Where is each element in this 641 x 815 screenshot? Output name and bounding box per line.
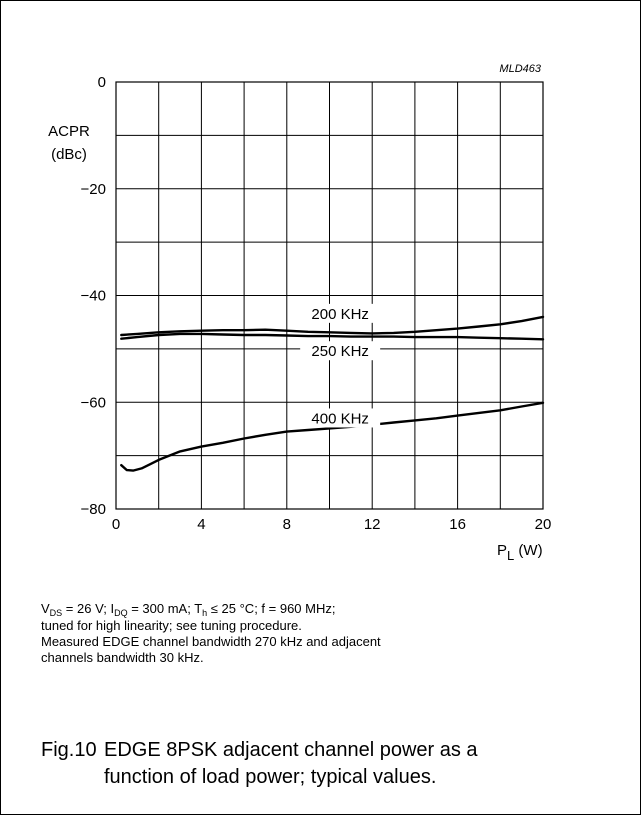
x-axis-label: PL (W): [497, 542, 543, 561]
y-tick-label: −60: [81, 394, 106, 411]
plot-area-border: [115, 81, 544, 510]
series-line-1: [120, 315, 545, 337]
figure-id: MLD463: [499, 63, 541, 75]
series-label-200khz: 200 KHz: [311, 306, 369, 323]
figure-caption: Fig.10 EDGE 8PSK adjacent channel power a…: [41, 737, 478, 791]
x-tick-label: 12: [364, 516, 381, 533]
y-tick-label: 0: [98, 74, 106, 91]
conditions-line-2: tuned for high linearity; see tuning pro…: [41, 618, 302, 633]
series-label-bg: [300, 303, 381, 323]
caption-line-1: EDGE 8PSK adjacent channel power as a: [104, 739, 478, 761]
y-tick-label: −40: [81, 288, 106, 305]
series-label-bg: [300, 341, 381, 361]
series-label-bg: [300, 408, 381, 428]
x-tick-label: 4: [197, 516, 205, 533]
y-tick-label: −20: [81, 181, 106, 198]
y-axis-label: ACPR: [48, 123, 90, 140]
caption-label: Fig.10: [41, 739, 97, 761]
x-tick-label: 20: [535, 516, 552, 533]
series-label-400khz: 400 KHz: [311, 410, 369, 427]
series-line-2: [120, 332, 545, 341]
conditions-line-4: channels bandwidth 30 kHz.: [41, 650, 204, 665]
acpr-chart: 0 4 8 12 16 20 0 −20 −40 −60 −80 MLD463 ACPR (dBc) PL …: [48, 63, 552, 561]
caption-line-2: function of load power; typical values.: [104, 766, 437, 788]
conditions-line-3: Measured EDGE channel bandwidth 270 kHz …: [41, 634, 381, 649]
series-line-3: [120, 401, 545, 472]
conditions-line-1: VDS = 26 V; IDQ = 300 mA; Th ≤ 25 °C; f …: [41, 601, 336, 618]
y-tick-label: −80: [81, 501, 106, 518]
y-axis-unit: (dBc): [51, 146, 87, 163]
x-tick-label: 16: [449, 516, 466, 533]
x-tick-label: 0: [112, 516, 120, 533]
x-tick-label: 8: [283, 516, 291, 533]
series-label-250khz: 250 KHz: [311, 343, 369, 360]
